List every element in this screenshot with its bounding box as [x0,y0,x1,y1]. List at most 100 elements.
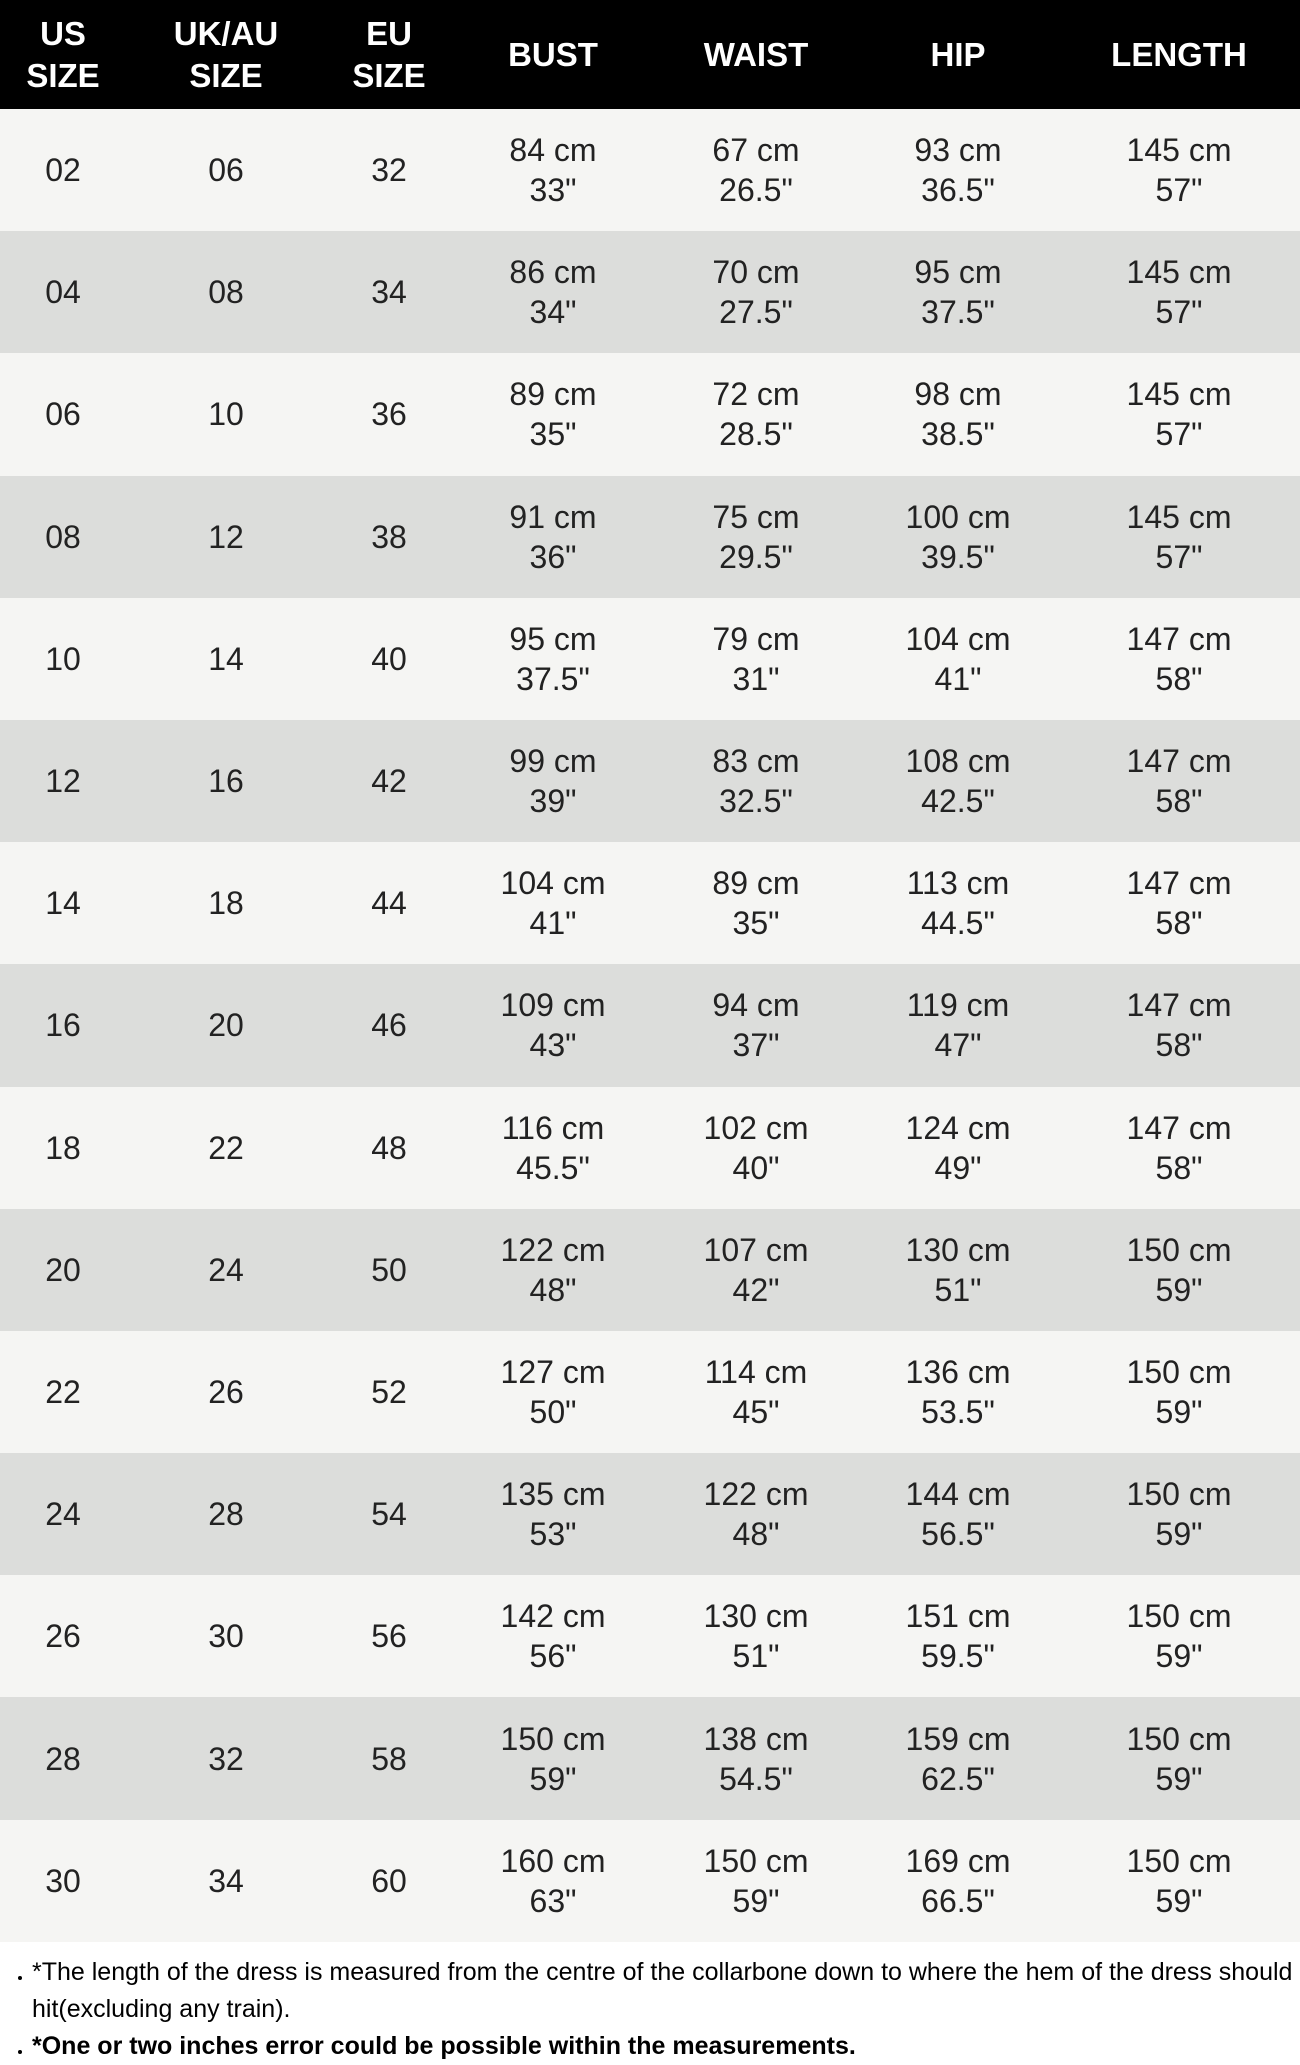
cell-line: 29.5" [719,538,793,575]
cell-line: 59" [529,1760,577,1797]
cell-line: UK/AU [173,14,279,52]
cell-line: 122 cm [500,1231,606,1268]
cell-line: 58" [1155,783,1203,820]
table-cell: 02 [45,152,81,189]
cell-line: 72 cm [712,376,800,413]
table-row: 04 08 34 86 cm 34" 70 cm 27.5" 95 cm 37.5" 145 cm… [0,231,1300,354]
cell-line: 57" [1155,294,1203,331]
cell-line: 51" [732,1638,780,1675]
table-row: 06 10 36 89 cm 35" 72 cm 28.5" 98 cm 38.5" 145 cm… [0,353,1300,476]
cell-line: 109 cm [500,987,606,1024]
table-cell: 34 [371,274,407,311]
cell-line: 100 cm [905,498,1011,535]
cell-line: 28.5" [719,416,793,453]
cell-line: WAIST [703,35,809,73]
table-cell: 135 cm 53" [452,1453,654,1575]
table-cell: 22 [208,1129,244,1166]
table-cell: 20 [208,1007,244,1044]
table-cell: 08 [208,274,244,311]
cell-line: 150 cm [1126,1231,1232,1268]
table-cell: 30 [208,1618,244,1655]
table-cell: 52 [371,1373,407,1410]
table-cell: 102 cm 40" [654,1087,858,1209]
table-row: 10 14 40 95 cm 37.5" 79 cm 31" 104 cm 41" 147 cm 5… [0,597,1300,720]
cell-line: 49" [934,1149,982,1186]
cell-line: 57" [1155,416,1203,453]
cell-line: 107 cm [703,1231,809,1268]
cell-line: 147 cm [1126,743,1232,780]
table-cell: 169 cm 66.5" [858,1820,1058,1942]
cell-line: 116 cm [501,1109,605,1146]
table-cell: 150 cm 59" [452,1697,654,1819]
cell-line: 94 cm [712,987,800,1024]
table-cell: 150 cm 59" [1058,1820,1300,1942]
table-cell: 06 [208,152,244,189]
table-row: 14 18 44 104 cm 41" 89 cm 35" 113 cm 44.5" 147 cm… [0,842,1300,965]
cell-line: 124 cm [905,1109,1011,1146]
table-cell: 60 [371,1862,407,1899]
cell-line: 150 cm [500,1720,606,1757]
cell-line: 58" [1155,905,1203,942]
cell-line: BUST [508,35,598,73]
table-cell: 150 cm 59" [1058,1697,1300,1819]
cell-line: 150 cm [1126,1842,1232,1879]
cell-line: 32.5" [719,783,793,820]
table-cell: 22 [45,1373,81,1410]
table-row: 08 12 38 91 cm 36" 75 cm 29.5" 100 cm 39.5" 145 c… [0,475,1300,598]
table-cell: 109 cm 43" [452,964,654,1086]
cell-line: 104 cm [905,620,1011,657]
table-cell: 130 cm 51" [858,1209,1058,1331]
cell-line: 147 cm [1126,987,1232,1024]
cell-line: 59" [1155,1271,1203,1308]
cell-line: 59.5" [921,1638,995,1675]
table-cell: 147 cm 58" [1058,842,1300,964]
table-cell: 28 [208,1496,244,1533]
table-row: 12 16 42 99 cm 39" 83 cm 32.5" 108 cm 42.5" 147 c… [0,719,1300,843]
cell-line: 59" [1155,1882,1203,1919]
cell-line: 160 cm [500,1842,606,1879]
table-cell: 18 [208,885,244,922]
cell-line: 33" [529,172,577,209]
table-cell: 150 cm 59" [1058,1453,1300,1575]
table-cell: 28 [45,1740,81,1777]
cell-line: 169 cm [905,1842,1011,1879]
cell-line: 127 cm [500,1353,606,1390]
cell-line: 108 cm [905,743,1011,780]
table-cell: 147 cm 58" [1058,964,1300,1086]
note: *The length of the dress is measured fro… [18,1954,1300,2028]
table-cell: 116 cm 45.5" [452,1087,654,1209]
table-cell: 70 cm 27.5" [654,231,858,353]
cell-line: 59" [1155,1393,1203,1430]
cell-line: 35" [529,416,577,453]
cell-line: 114 cm [704,1353,808,1390]
table-cell: 138 cm 54.5" [654,1697,858,1819]
note: *One or two inches error could be possib… [18,2028,1300,2065]
table-cell: 54 [371,1496,407,1533]
table-cell: 127 cm 50" [452,1331,654,1453]
cell-line: 51" [934,1271,982,1308]
table-cell: 08 [45,518,81,555]
table-cell: 130 cm 51" [654,1575,858,1697]
header-cell: BUST [452,0,654,109]
cell-line: 135 cm [500,1476,606,1513]
table-cell: 104 cm 41" [858,598,1058,720]
table-cell: 38 [371,518,407,555]
table-cell: 91 cm 36" [452,476,654,598]
table-row: 28 32 58 150 cm 59" 138 cm 54.5" 159 cm 62.5" 150… [0,1697,1300,1820]
table-cell: 95 cm 37.5" [452,598,654,720]
cell-line: 75 cm [712,498,800,535]
cell-line: 145 cm [1126,498,1232,535]
table-cell: 107 cm 42" [654,1209,858,1331]
table-cell: 144 cm 56.5" [858,1453,1058,1575]
cell-line: 45.5" [516,1149,590,1186]
table-cell: 108 cm 42.5" [858,720,1058,842]
cell-line: 150 cm [1126,1353,1232,1390]
cell-line: 130 cm [703,1598,809,1635]
cell-line: 84 cm [509,132,597,169]
table-cell: 160 cm 63" [452,1820,654,1942]
table-cell: 06 [45,396,81,433]
cell-line: 39" [529,783,577,820]
cell-line: 89 cm [712,865,800,902]
table-row: 16 20 46 109 cm 43" 94 cm 37" 119 cm 47" 147 cm 58… [0,964,1300,1087]
table-cell: 145 cm 57" [1058,476,1300,598]
